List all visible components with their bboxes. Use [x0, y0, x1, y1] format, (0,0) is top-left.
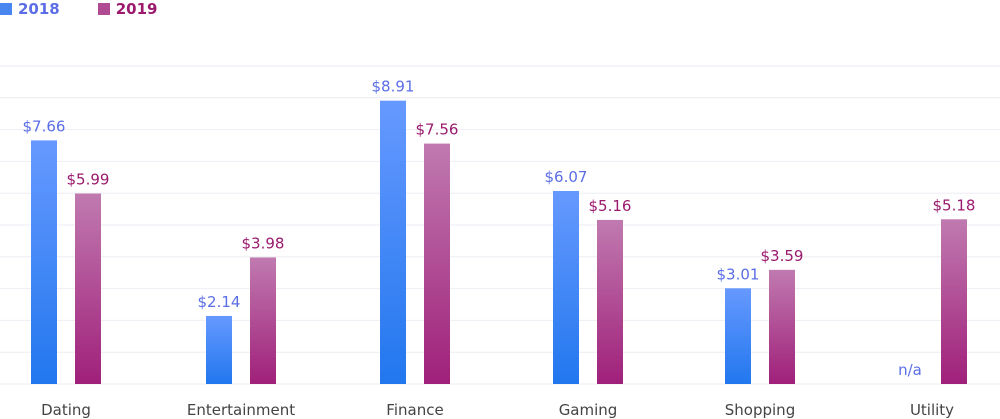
value-label-2018-dating: $7.66: [23, 117, 66, 135]
bar-2018-dating: [31, 140, 57, 384]
x-tick-label-entertainment: Entertainment: [187, 401, 295, 419]
bar-2018-gaming: [553, 190, 579, 384]
bar-2019-gaming: [597, 219, 623, 384]
value-label-2018-gaming: $6.07: [545, 168, 588, 186]
chart-legend: 2018 2019: [0, 0, 158, 18]
legend-item-2018: 2018: [0, 0, 60, 18]
bar-2018-entertainment: [206, 315, 232, 384]
x-tick-label-gaming: Gaming: [559, 401, 618, 419]
x-tick-label-finance: Finance: [386, 401, 443, 419]
value-label-2019-gaming: $5.16: [589, 197, 632, 215]
value-label-2019-dating: $5.99: [67, 171, 110, 189]
x-axis-labels: Dating Entertainment Finance Gaming Shopping…: [41, 401, 954, 419]
x-tick-label-dating: Dating: [41, 401, 91, 419]
bar-2019-entertainment: [250, 257, 276, 384]
bar-2019-dating: [75, 193, 101, 384]
bar-2018-shopping: [725, 288, 751, 384]
value-label-2019-finance: $7.56: [416, 121, 459, 139]
bar-2018-finance: [380, 100, 406, 385]
legend-swatch-2018: [0, 3, 12, 15]
value-label-2018-entertainment: $2.14: [198, 293, 241, 311]
bar-2019-shopping: [769, 269, 795, 384]
value-label-2018-utility: n/a: [898, 361, 922, 379]
legend-item-2019: 2019: [97, 0, 158, 18]
x-tick-label-utility: Utility: [910, 401, 954, 419]
bar-2019-utility: [941, 219, 967, 384]
value-label-2019-shopping: $3.59: [761, 247, 804, 265]
grid-lines: [0, 65, 1000, 385]
legend-swatch-2019: [97, 3, 110, 15]
value-label-2018-finance: $8.91: [372, 78, 415, 96]
legend-label-2018: 2018: [18, 0, 60, 18]
value-label-2019-utility: $5.18: [933, 196, 976, 214]
bar-2019-finance: [424, 143, 450, 384]
value-labels: $7.66 $5.99 $2.14 $3.98 $8.91 $7.56 $6.07$5.16…: [23, 78, 976, 379]
value-label-2018-shopping: $3.01: [717, 265, 760, 283]
x-tick-label-shopping: Shopping: [725, 401, 795, 419]
legend-label-2019: 2019: [115, 0, 158, 18]
value-label-2019-entertainment: $3.98: [242, 234, 285, 252]
bars: [31, 100, 967, 385]
